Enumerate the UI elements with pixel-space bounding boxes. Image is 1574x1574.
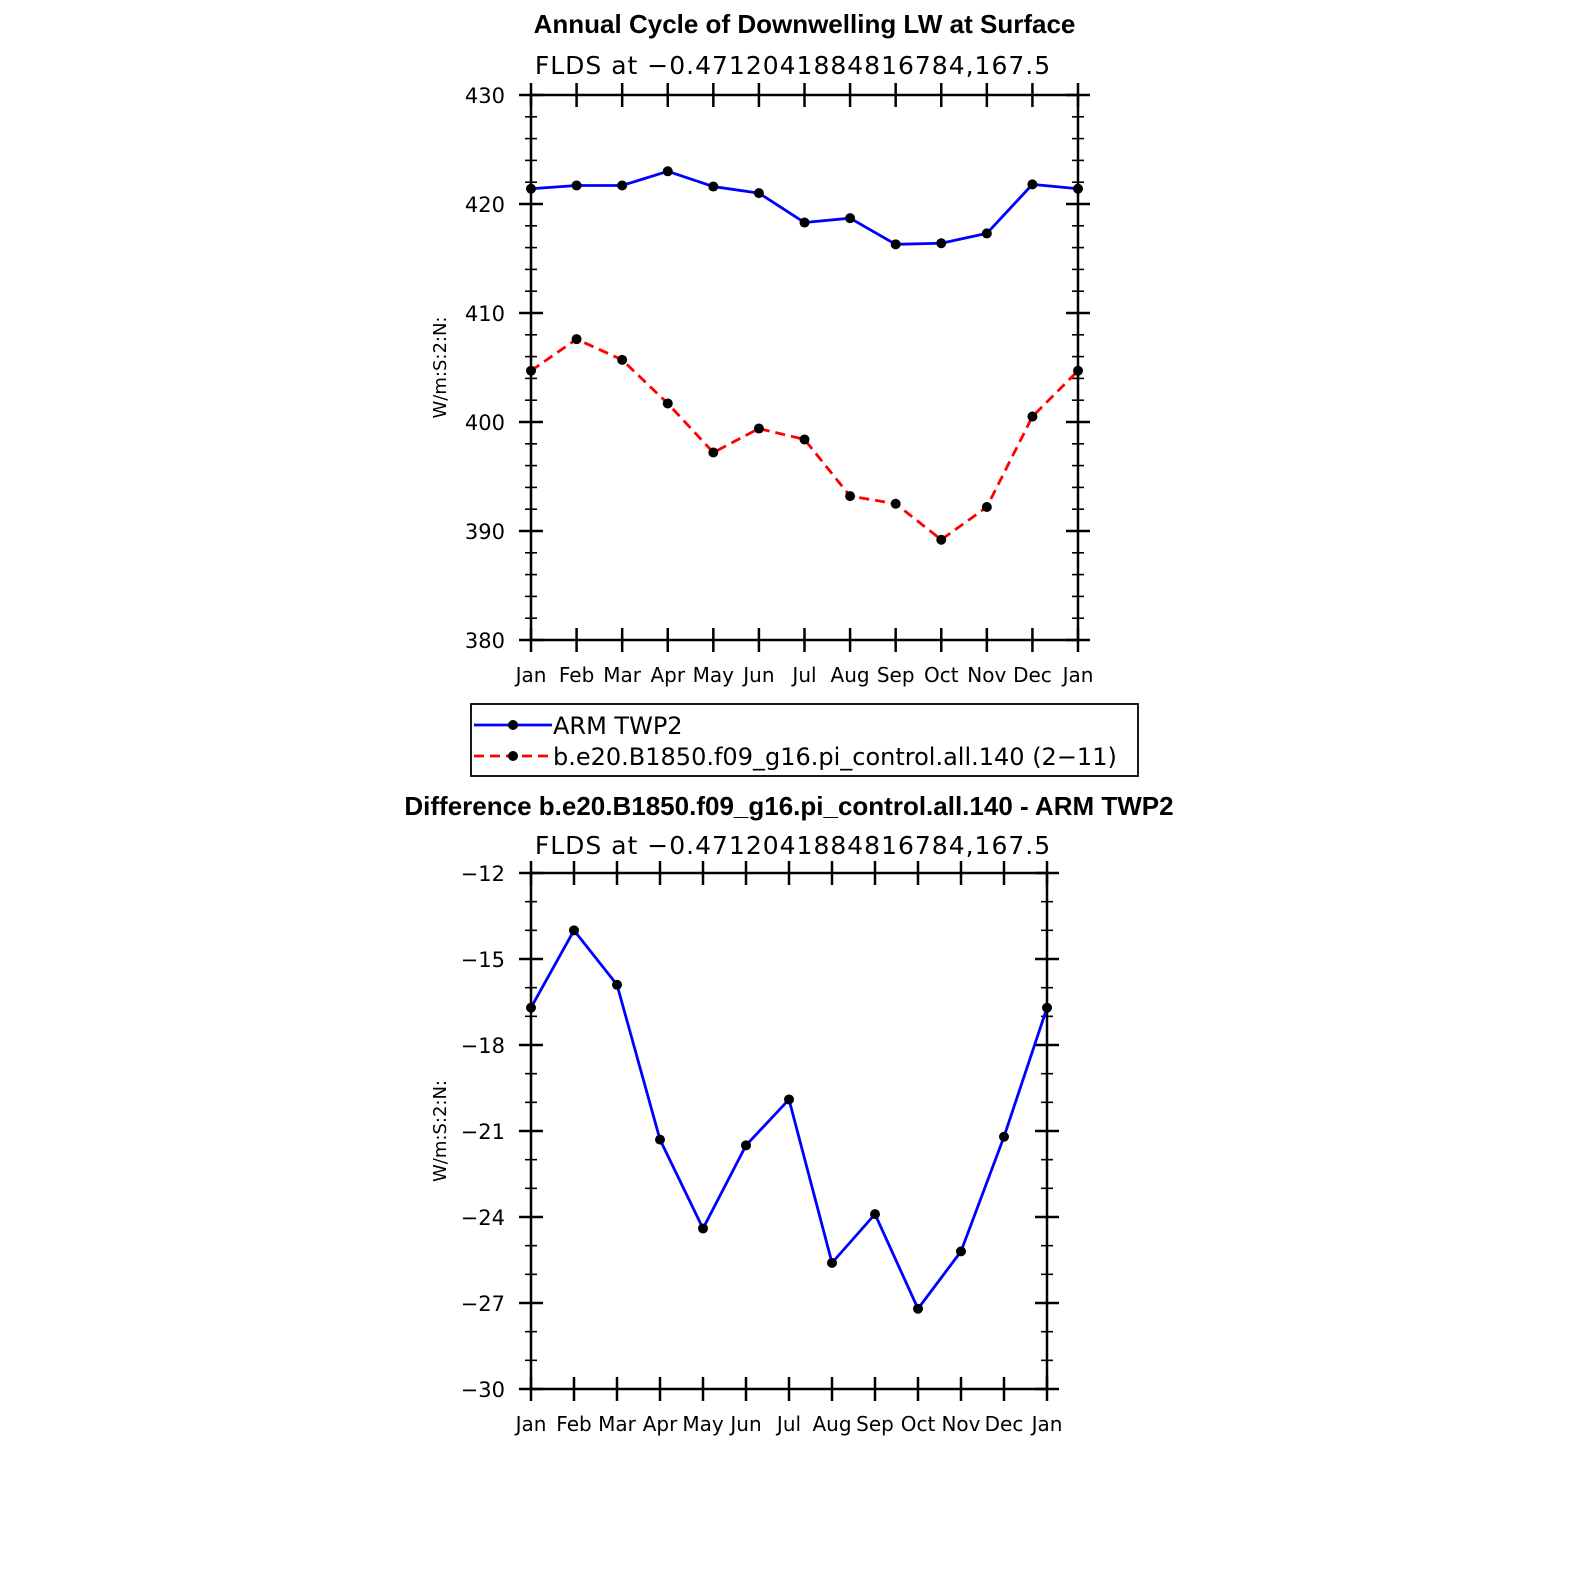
chart1-legend-marker-1	[508, 720, 518, 730]
chart1-y-axis-label: W/m:S:2:N:	[430, 317, 451, 419]
chart1-legend-marker-2	[508, 751, 518, 761]
chart2-x-tick-label: Jan	[514, 1412, 547, 1436]
chart2-x-tick-label: Feb	[556, 1412, 591, 1436]
chart1-title: Annual Cycle of Downwelling LW at Surfac…	[534, 9, 1076, 39]
chart2-y-tick-label: −21	[461, 1120, 505, 1144]
chart2-x-tick-label: Oct	[901, 1412, 936, 1436]
chart2-y-axis-label: W/m:S:2:N:	[430, 1080, 451, 1182]
chart2-x-tick-label: Jun	[728, 1412, 761, 1436]
chart1-legend-entry-1: ARM TWP2	[553, 712, 683, 740]
chart1-series-2-point	[890, 498, 901, 509]
chart1-x-tick-label: Jan	[1061, 663, 1094, 687]
chart1-series-1-point	[981, 228, 992, 239]
chart1-series-1-point	[1073, 183, 1083, 194]
chart2-x-tick-label: Mar	[598, 1412, 637, 1436]
chart2-y-tick-label: −27	[461, 1292, 505, 1316]
chart1-legend-box	[470, 703, 1139, 777]
chart2-series-1-point	[526, 1002, 536, 1013]
chart1-x-tick-label: Jun	[741, 663, 774, 687]
chart1-series-2-point	[981, 502, 992, 513]
chart2-series-1-point	[655, 1134, 665, 1145]
chart2-x-tick-label: Jul	[775, 1412, 801, 1436]
chart1-series-1-point	[799, 217, 810, 228]
chart2-x-tick-label: Jan	[1030, 1412, 1063, 1436]
chart1-x-tick-label: May	[693, 663, 735, 687]
chart1-series-1-point	[708, 181, 719, 192]
chart1-series-2-point	[1073, 365, 1083, 376]
chart2-title: Difference b.e20.B1850.f09_g16.pi_contro…	[404, 791, 1173, 821]
chart1-series-2-point	[845, 491, 856, 502]
chart1-y-tick-label: 380	[465, 629, 505, 653]
chart1-y-tick-label: 430	[465, 84, 505, 108]
chart2-x-tick-label: May	[682, 1412, 724, 1436]
chart2-series-1-point	[913, 1303, 923, 1314]
chart1-x-tick-label: Mar	[603, 663, 642, 687]
chart1-series-2-point	[753, 423, 764, 434]
chart1-x-tick-label: Feb	[559, 663, 594, 687]
chart1-series-2-point	[799, 434, 810, 445]
chart2-y-tick-label: −30	[461, 1378, 505, 1402]
chart1-x-tick-label: Nov	[967, 663, 1006, 687]
chart1-y-tick-label: 420	[465, 193, 505, 217]
chart2-series-1-line	[529, 928, 1049, 1311]
chart1-x-tick-label: Jan	[514, 663, 547, 687]
chart2-series-1-point	[569, 925, 579, 936]
chart1-series-2-point	[571, 334, 582, 345]
chart2-series-1-point	[1042, 1002, 1052, 1013]
chart1-series-1-line	[530, 169, 1079, 246]
chart1-series-2-point	[936, 534, 947, 545]
chart1-series-1-point	[662, 166, 673, 177]
chart1-x-tick-label: Jul	[790, 663, 816, 687]
chart1-x-tick-label: Sep	[877, 663, 915, 687]
chart2-x-tick-label: Sep	[856, 1412, 894, 1436]
chart1-series-1-point	[617, 180, 628, 191]
chart1-series-2-point	[526, 365, 536, 376]
chart1-legend-entry-2: b.e20.B1850.f09_g16.pi_control.all.140 (…	[553, 743, 1117, 771]
chart1-x-tick-label: Dec	[1013, 663, 1052, 687]
chart1-y-tick-label: 390	[465, 520, 505, 544]
chart1-series-2-point	[617, 354, 628, 365]
chart1-series-1-point	[936, 238, 947, 249]
chart1-series-1-point	[526, 183, 536, 194]
chart1-series-2-point	[1027, 411, 1038, 422]
chart2-x-tick-label: Apr	[643, 1412, 678, 1436]
chart1-x-tick-label: Aug	[831, 663, 870, 687]
chart1-series-1-point	[890, 239, 901, 250]
chart1-series-1-point	[845, 213, 856, 224]
chart2-series-1-point	[827, 1257, 837, 1268]
chart2-plot-frame	[529, 871, 1049, 1391]
chart2-series-1-point	[870, 1209, 880, 1220]
chart2-series-1-point	[698, 1223, 708, 1234]
chart1-series-2-point	[662, 398, 673, 409]
chart2-y-tick-label: −15	[461, 948, 505, 972]
chart2-series-1-point	[784, 1094, 794, 1105]
chart1-series-2-point	[708, 447, 719, 458]
chart1-y-tick-label: 400	[465, 411, 505, 435]
chart1-plot-frame	[529, 93, 1080, 642]
chart2-series-1-point	[741, 1140, 751, 1151]
chart1-series-1-point	[1027, 179, 1038, 190]
chart2-series-1-point	[999, 1131, 1009, 1142]
chart2-series-1-point	[612, 979, 622, 990]
chart2-y-tick-label: −24	[461, 1206, 505, 1230]
chart2-x-tick-label: Nov	[941, 1412, 980, 1436]
chart2-y-tick-label: −12	[461, 862, 505, 886]
chart2-y-tick-label: −18	[461, 1034, 505, 1058]
chart1-series-1-point	[753, 188, 764, 199]
chart1-y-tick-label: 410	[465, 302, 505, 326]
chart1-series-1-point	[571, 180, 582, 191]
chart2-subtitle: FLDS at −0.4712041884816784,167.5	[535, 831, 1051, 860]
chart2-series-1-point	[956, 1246, 966, 1257]
chart2-x-tick-label: Dec	[985, 1412, 1024, 1436]
chart1-x-tick-label: Oct	[924, 663, 959, 687]
chart1-x-tick-label: Apr	[650, 663, 685, 687]
chart1-subtitle: FLDS at −0.4712041884816784,167.5	[535, 51, 1051, 80]
chart2-x-tick-label: Aug	[812, 1412, 851, 1436]
